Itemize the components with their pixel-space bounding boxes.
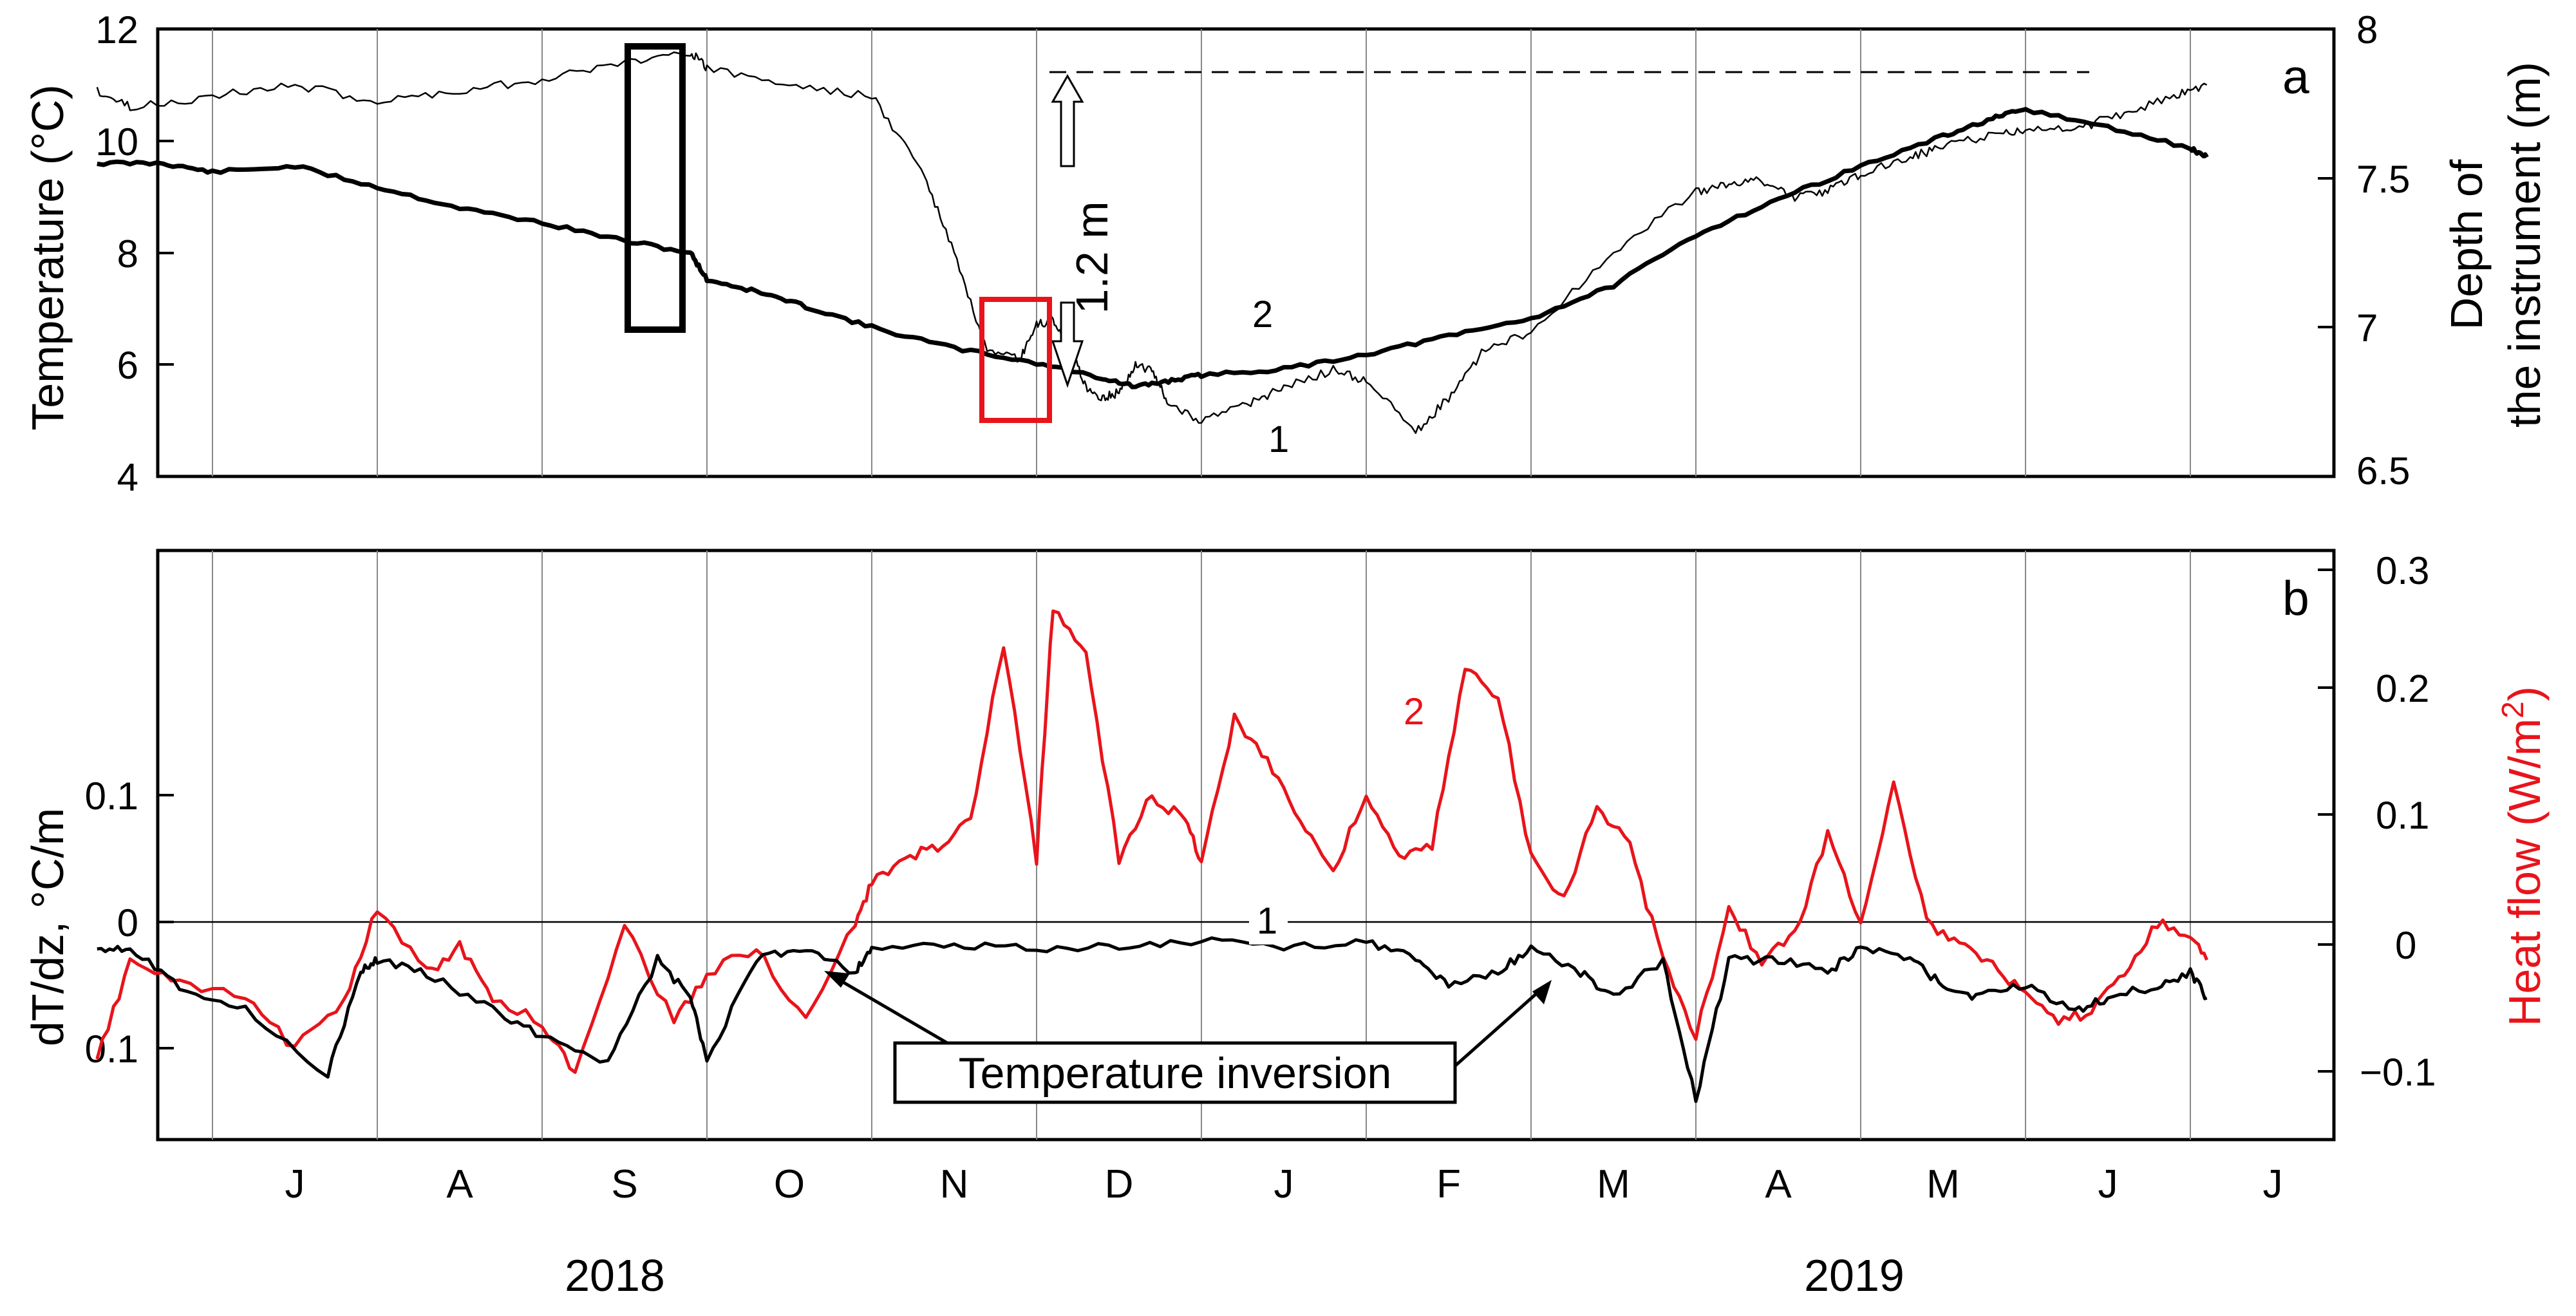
panel-a-letter: a bbox=[2282, 50, 2309, 104]
panel-b-y2tick-0.1: 0.1 bbox=[2376, 794, 2429, 837]
month-label: O bbox=[774, 1162, 805, 1207]
heat-flow-label-sup: 2 bbox=[2496, 701, 2530, 719]
panel-a-y2tick-7.5: 7.5 bbox=[2356, 158, 2410, 201]
panel-a-series-1-line bbox=[96, 51, 2208, 434]
panel-a-y2tick-8: 8 bbox=[2356, 8, 2378, 52]
month-label: J bbox=[1274, 1162, 1294, 1207]
temperature-inversion-box bbox=[893, 1041, 1457, 1104]
panel-a-ytick-6: 6 bbox=[117, 344, 138, 387]
depth-up-arrow-icon bbox=[1051, 73, 1084, 167]
month-label: A bbox=[1765, 1162, 1792, 1207]
month-label: D bbox=[1105, 1162, 1134, 1207]
panel-a-y2label-line2: the instrument (m) bbox=[2499, 62, 2550, 428]
panel-b-frame bbox=[156, 549, 2336, 1142]
panel-a-month-gridlines bbox=[212, 29, 2191, 476]
panel-b-y2tick-0.3: 0.3 bbox=[2376, 549, 2429, 592]
panel-a-ytick-12: 12 bbox=[95, 8, 138, 52]
panel-b-letter: b bbox=[2282, 571, 2309, 625]
month-label: J bbox=[2263, 1162, 2283, 1207]
panel-a-ytick-4: 4 bbox=[117, 456, 138, 499]
panel-a-frame bbox=[156, 27, 2336, 478]
heat-flow-label-end: ) bbox=[2499, 686, 2550, 701]
panel-b-y2label: Heat flow (W/m2) bbox=[2496, 686, 2550, 1026]
year-label-2018: 2018 bbox=[565, 1250, 665, 1301]
panel-a-y2tick-6.5: 6.5 bbox=[2356, 449, 2410, 493]
year-label-2019: 2019 bbox=[1804, 1250, 1904, 1301]
panel-a-series-2-line bbox=[97, 107, 2209, 390]
panel-b-curve-label-1-bg bbox=[1249, 898, 1288, 945]
panel-a-y2label-line1: Depth of bbox=[2441, 159, 2492, 330]
panel-b-series-1-line bbox=[97, 936, 2208, 1104]
heat-flow-label-main: Heat flow (W/m bbox=[2499, 719, 2550, 1026]
panel-b-ticks bbox=[158, 569, 2334, 1073]
panel-b-ylabel: dT/dz, °C/m bbox=[23, 808, 73, 1046]
panel-a-left-ticks bbox=[158, 28, 2334, 478]
temperature-inversion-label: Temperature inversion bbox=[959, 1049, 1392, 1098]
month-label: F bbox=[1436, 1162, 1461, 1207]
panel-b-ytick-0: 0 bbox=[117, 901, 138, 945]
panel-b-y2tick-neg0.1: −0.1 bbox=[2360, 1051, 2436, 1094]
depth-down-arrow-icon bbox=[1051, 301, 1084, 388]
panel-a-ytick-10: 10 bbox=[95, 120, 138, 164]
depth-change-label: 1.2 m bbox=[1067, 201, 1117, 314]
panel-b-y2tick-0: 0 bbox=[2395, 924, 2416, 967]
panel-b-ytick-0.1-top: 0.1 bbox=[85, 775, 138, 818]
month-label: S bbox=[611, 1162, 637, 1207]
panel-b-ytick-0.1-bottom: 0.1 bbox=[85, 1028, 138, 1071]
panel-b-curve-label-1: 1 bbox=[1257, 900, 1277, 942]
panel-b-y2tick-0.2: 0.2 bbox=[2376, 667, 2429, 710]
panel-a-curve-label-1: 1 bbox=[1268, 418, 1289, 460]
panel-a-ylabel: Temperature (°C) bbox=[23, 84, 73, 431]
highlight-box-red bbox=[979, 297, 1052, 423]
panel-a-curve-label-2: 2 bbox=[1252, 294, 1273, 335]
inversion-arrow-right-icon bbox=[1451, 980, 1552, 1070]
month-label: A bbox=[446, 1162, 473, 1207]
panel-a-ytick-8: 8 bbox=[117, 232, 138, 276]
month-label: J bbox=[2098, 1162, 2118, 1207]
inversion-arrow-left-icon bbox=[824, 971, 954, 1048]
month-label: M bbox=[1597, 1162, 1630, 1207]
highlight-box-black bbox=[625, 43, 686, 333]
panel-a-y2tick-7: 7 bbox=[2356, 306, 2378, 350]
panel-b-curve-label-2: 2 bbox=[1404, 691, 1424, 733]
month-label: N bbox=[940, 1162, 969, 1207]
panel-b-series-2-line bbox=[95, 609, 2208, 1074]
month-label: M bbox=[1926, 1162, 1960, 1207]
month-label: J bbox=[285, 1162, 305, 1207]
